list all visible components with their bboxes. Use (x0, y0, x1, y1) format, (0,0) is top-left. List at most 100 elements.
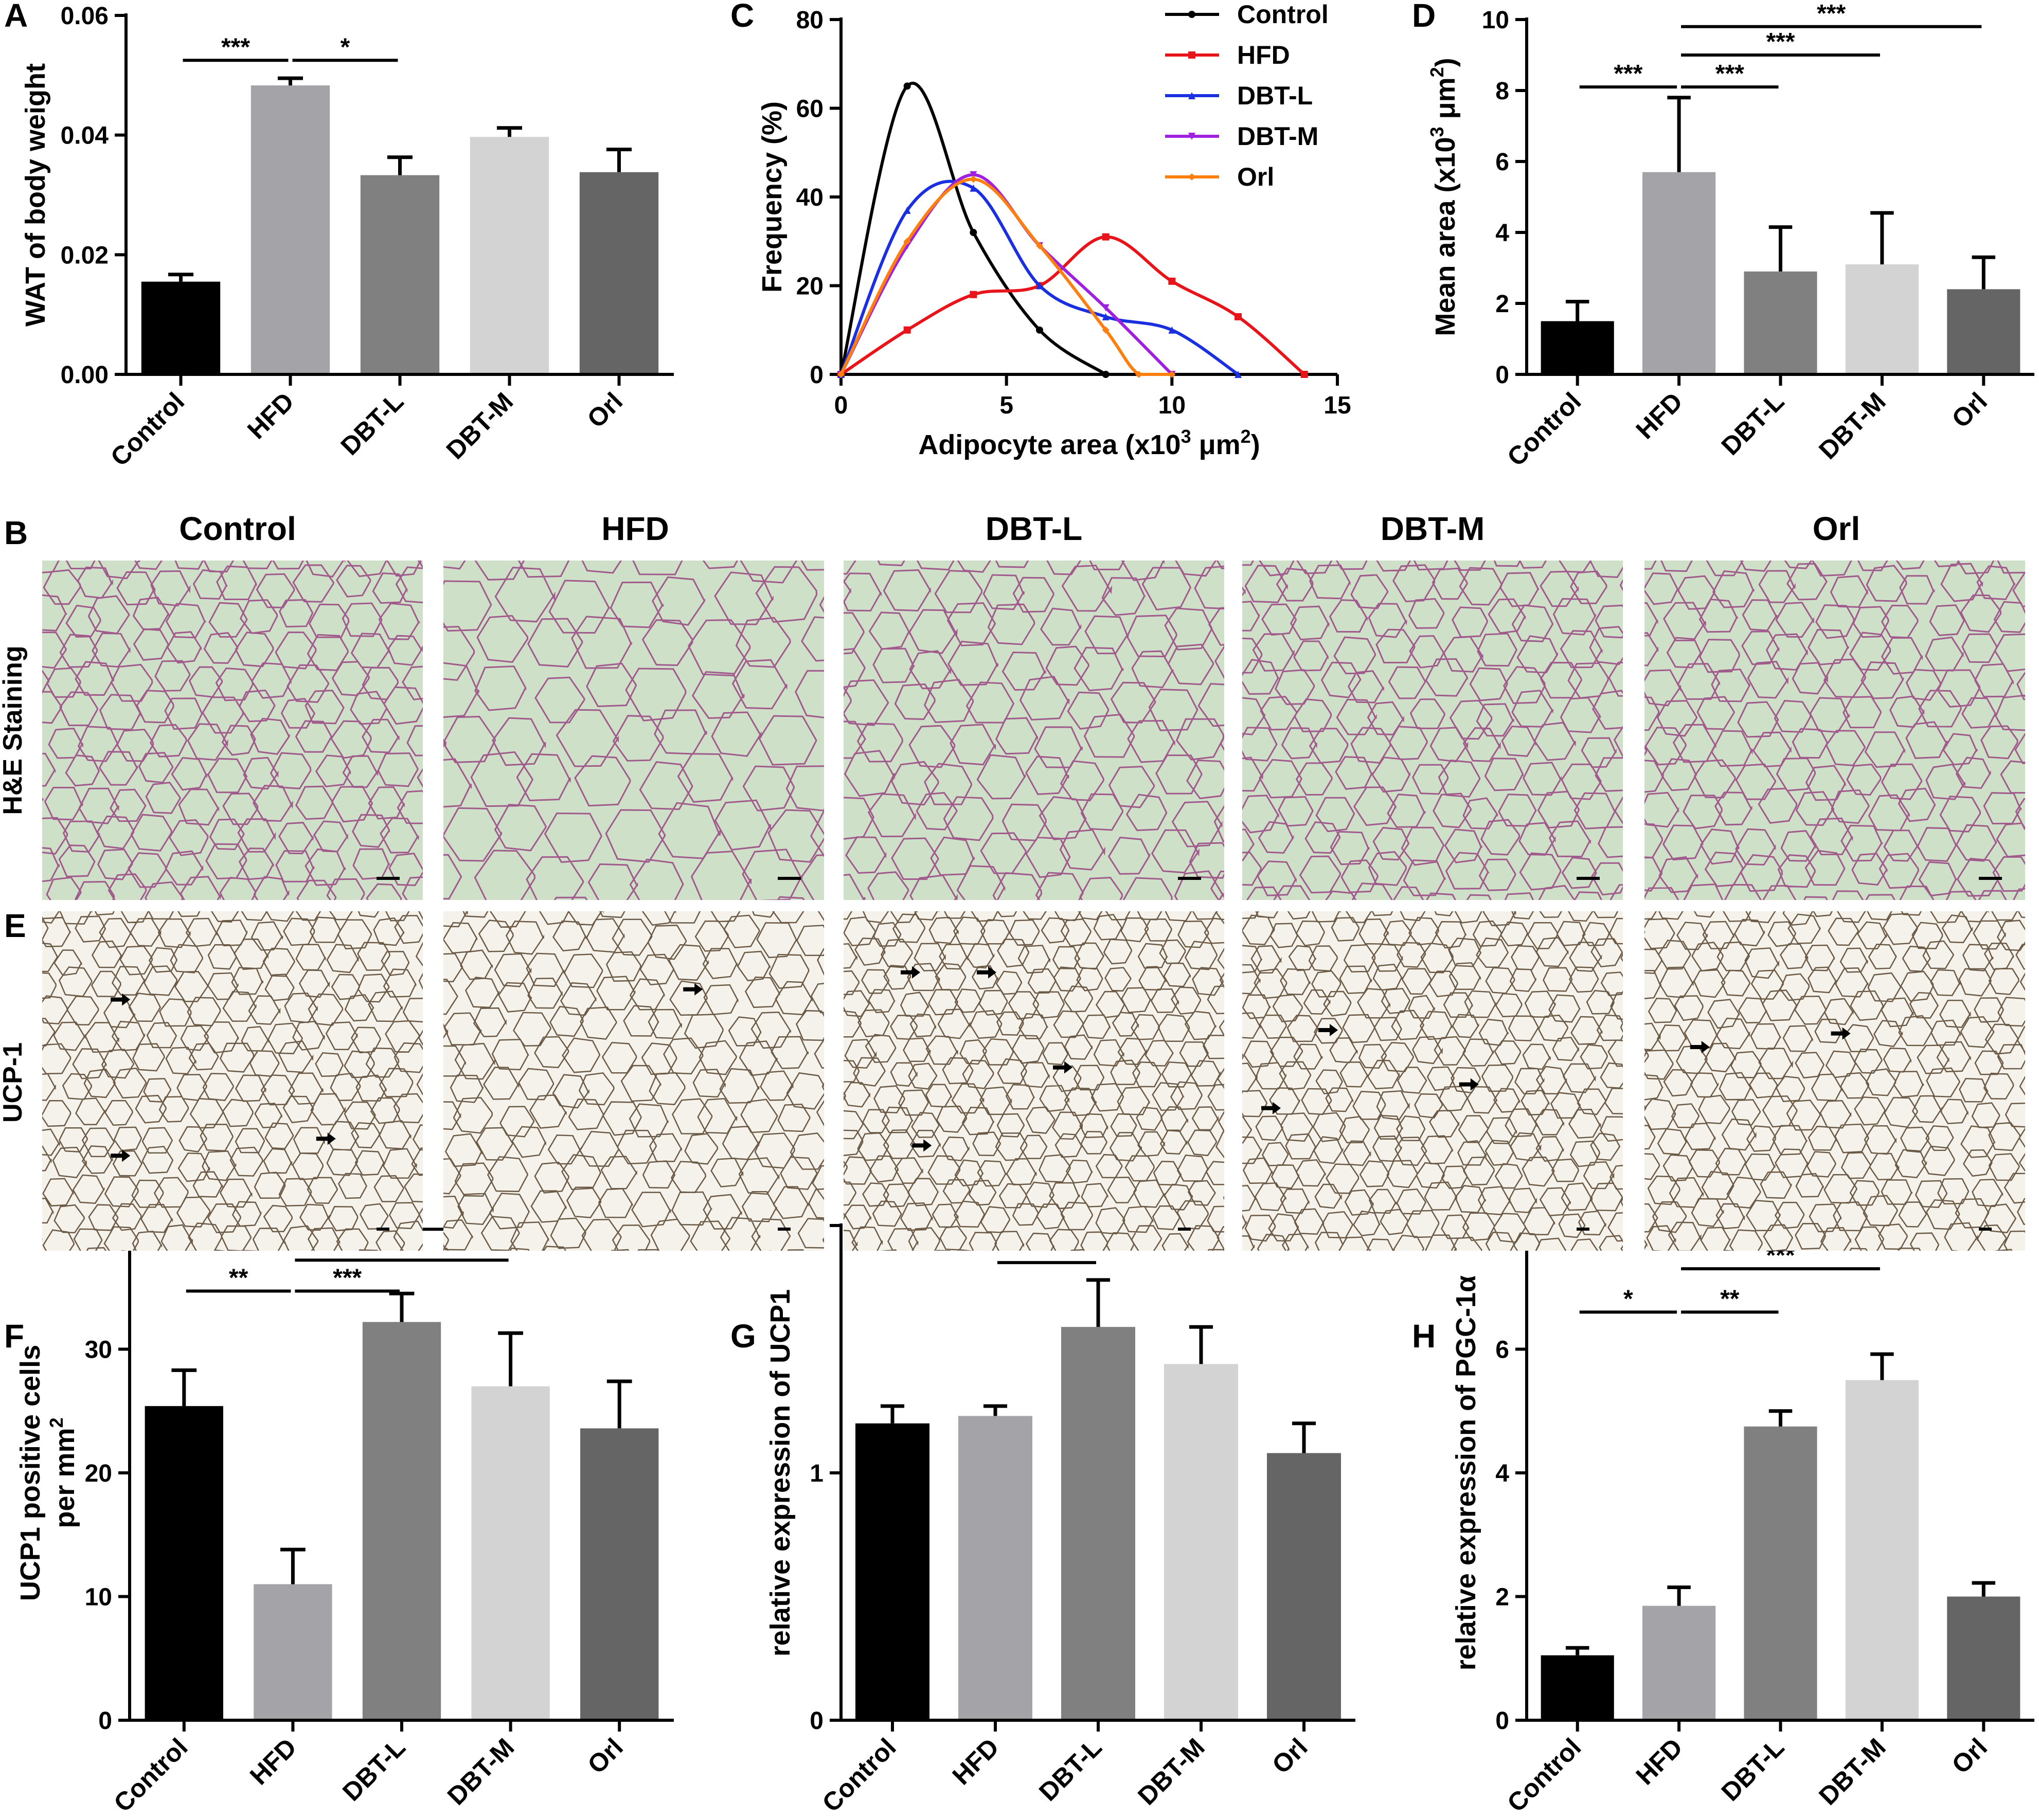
error-bar-control (1565, 1646, 1589, 1655)
bar-dbt-l (1061, 1327, 1135, 1720)
error-bar-orl (1972, 1581, 1996, 1597)
data-point (970, 175, 977, 183)
data-point (903, 326, 911, 334)
chart-panel-f: 010203040ControlHFDDBT-LDBT-MOrl*******U… (15, 1202, 674, 1817)
bar-hfd (958, 1416, 1032, 1720)
legend-marker (1188, 51, 1195, 59)
legend-label: DBT-M (1237, 122, 1318, 151)
arrow-icon (316, 1132, 336, 1145)
scale-bar (377, 1228, 389, 1231)
bar-dbt-m (1845, 264, 1919, 374)
cell-membranes (42, 911, 423, 1251)
y-tick-label: 2 (1495, 1584, 1509, 1611)
legend-label: HFD (1237, 41, 1290, 69)
x-tick-label: DBT-L (1033, 1733, 1107, 1807)
error-bar-hfd (277, 76, 303, 86)
significance-label: * (341, 33, 350, 61)
scale-bar (1979, 1228, 1992, 1231)
y-tick-label: 1 (810, 1460, 824, 1487)
y-axis-label: relative expression of UCP1 (765, 1289, 796, 1656)
bar-hfd (1642, 172, 1716, 374)
error-bar-control (168, 273, 194, 282)
legend-marker (1188, 11, 1195, 18)
x-tick-label: Orl (1946, 387, 1993, 434)
panel-letter-a: A (4, 0, 28, 34)
cell-membranes (1644, 911, 2025, 1251)
arrow-icon (111, 993, 131, 1006)
legend-item-dbt-l: DBT-L (1165, 81, 1313, 110)
x-tick-label: Orl (582, 1733, 629, 1779)
y-tick-label: 0 (810, 1707, 824, 1735)
x-tick-label: Control (1501, 387, 1586, 472)
error-bar-control (880, 1404, 905, 1423)
chart-panel-d: 0 2 4 6 8 10 Control HFD DBT-L DBT-M Orl *** *** *** *… (1426, 0, 2034, 472)
arrow-icon (912, 1139, 932, 1152)
data-point (970, 184, 977, 192)
arrow-icon (683, 983, 703, 996)
series-line-control (839, 81, 1107, 376)
error-bar-dbt-m (496, 126, 523, 137)
bar-orl (1947, 1596, 2020, 1720)
data-point (1235, 313, 1242, 320)
scale-bar (377, 877, 400, 880)
legend-item-dbt-m: DBT-M (1165, 122, 1318, 151)
arrow-icon (1831, 1027, 1851, 1040)
bar-dbt-l (1744, 1426, 1817, 1720)
bar-dbt-m (1164, 1364, 1238, 1720)
y-tick-label: 80 (796, 7, 824, 34)
y-tick-label: 0.06 (61, 3, 109, 30)
panel-letter-h: H (1412, 1318, 1436, 1355)
column-title-dbt-l: DBT-L (986, 510, 1082, 547)
bar-hfd (1642, 1606, 1716, 1720)
error-bar-dbt-m (1189, 1325, 1213, 1364)
data-point (1102, 313, 1110, 320)
bar-dbt-l (362, 1322, 441, 1720)
x-tick-label: Orl (1946, 1733, 1993, 1779)
ucp1-image-orl (1644, 911, 2025, 1251)
data-point (837, 371, 845, 378)
bar-dbt-m (471, 1386, 550, 1720)
chart-panel-a: 0.00 0.02 0.04 0.06 Control HFD DBT-L DBT-M Orl *… (20, 3, 674, 472)
error-bar-dbt-l (1768, 225, 1793, 272)
scale-bar (1178, 877, 1201, 880)
significance-label: *** (1614, 60, 1642, 87)
image-background (1644, 911, 2025, 1251)
error-bar-dbt-l (389, 1291, 415, 1322)
x-tick-label: 15 (1323, 392, 1351, 419)
y-tick-label: 0.02 (61, 242, 109, 269)
error-bar-dbt-l (1768, 1409, 1793, 1427)
y-tick-label: 20 (796, 273, 824, 300)
significance-label: *** (1715, 60, 1744, 87)
x-tick-label: HFD (1631, 387, 1688, 444)
legend-marker (1188, 133, 1195, 140)
bar-dbt-m (1845, 1380, 1919, 1720)
bar-control (1541, 321, 1614, 374)
column-title-control: Control (179, 510, 296, 547)
bar-control (145, 1406, 223, 1720)
y-tick-label: 60 (796, 96, 824, 123)
scale-bar (1577, 1228, 1589, 1231)
scale-bar (778, 877, 801, 880)
data-point (1168, 326, 1176, 334)
column-title-dbt-m: DBT-M (1381, 510, 1485, 547)
y-axis-label: WAT of body weight (20, 63, 51, 327)
error-bar-hfd (1667, 96, 1691, 172)
y-tick-label: 2 (1495, 291, 1509, 318)
error-bar-hfd (1667, 1585, 1691, 1606)
image-background (1242, 561, 1623, 900)
bar-dbt-m (470, 137, 549, 374)
y-tick-label: 0.00 (61, 362, 109, 389)
he-image-hfd (443, 561, 824, 900)
x-tick-label: HFD (242, 387, 299, 444)
image-background (1644, 561, 2025, 900)
ucp1-image-control (42, 911, 423, 1251)
y-axis-label: Frequency (%) (757, 101, 788, 293)
data-point (903, 82, 911, 90)
arrow-icon (1053, 1061, 1072, 1074)
data-point (1235, 371, 1242, 378)
cell-membranes (1242, 911, 1623, 1251)
he-image-dbt-m (1242, 561, 1623, 900)
legend: Control HFD DBT-L DBT-M Orl (1165, 0, 1329, 191)
